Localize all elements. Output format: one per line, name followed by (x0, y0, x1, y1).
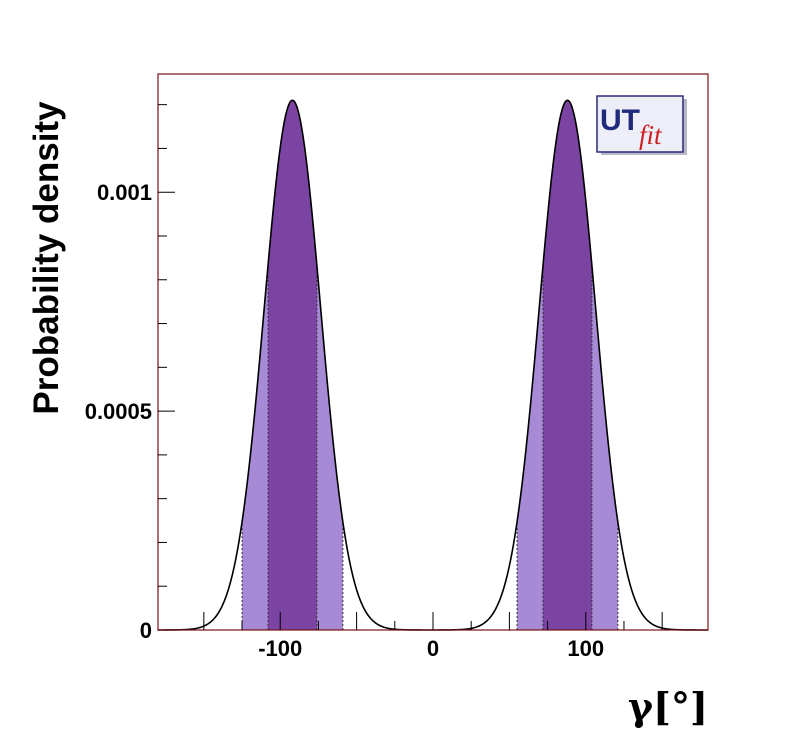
utfit-logo: UT fit (596, 95, 687, 155)
y-tick-label: 0.001 (97, 180, 152, 205)
x-axis-label: γ[°] (628, 684, 708, 729)
y-axis-label: Probability density (27, 101, 66, 415)
peak-1-inner-band (268, 100, 317, 630)
peak-2-inner-band (543, 100, 592, 630)
logo-text-fit: fit (639, 120, 663, 150)
tick-labels-layer: -100 0 100 0 0.0005 0.001 (85, 180, 604, 661)
plot-frame (157, 73, 709, 631)
logo-text-ut: UT (600, 104, 640, 137)
y-tick-label: 0.0005 (85, 399, 152, 424)
x-tick-label: 0 (427, 636, 439, 661)
logo-box (596, 95, 684, 153)
x-tick-label: 100 (567, 636, 604, 661)
y-tick-label: 0 (140, 618, 152, 643)
density-curve (158, 99, 708, 631)
x-tick-label: -100 (258, 636, 302, 661)
ticks-layer (158, 104, 663, 630)
fill-layer (241, 100, 619, 630)
curve-layer (158, 99, 708, 631)
